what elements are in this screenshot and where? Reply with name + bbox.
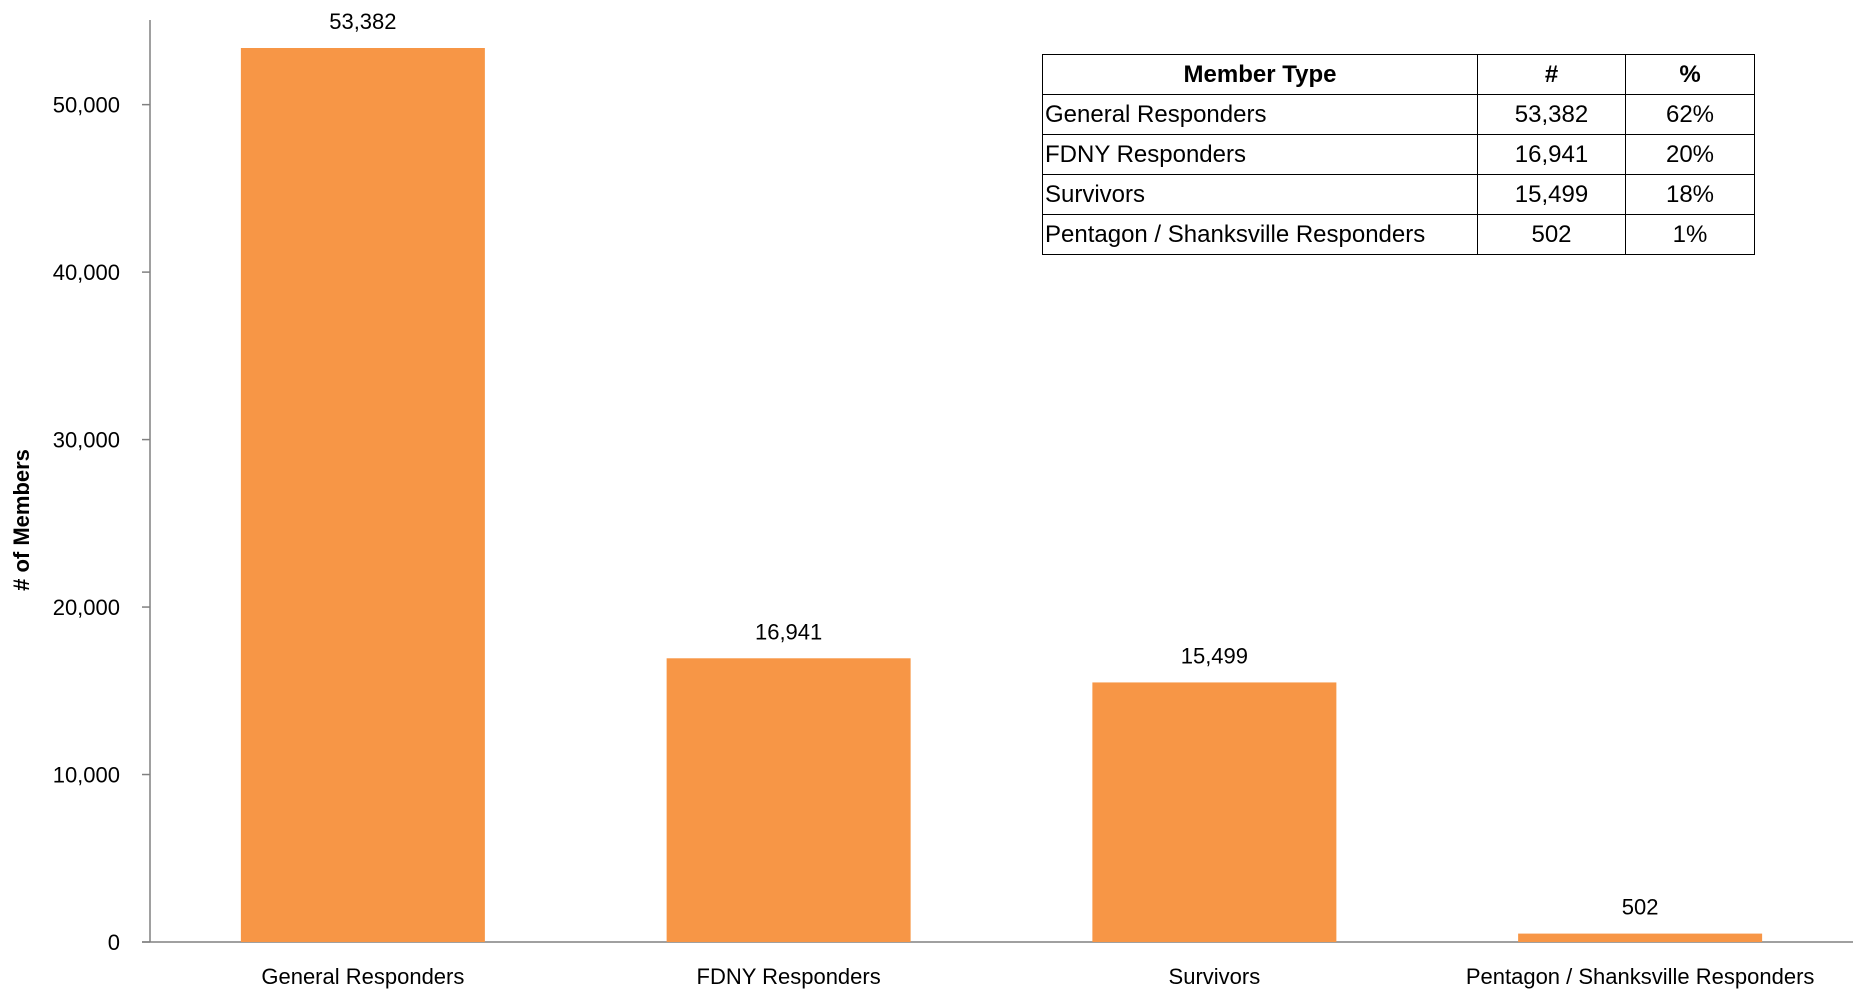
category-label: Pentagon / Shanksville Responders xyxy=(1466,964,1815,989)
y-axis: 0 10,000 20,000 30,000 40,000 50,000 xyxy=(53,20,151,955)
member-type-cell: General Responders xyxy=(1042,94,1478,135)
member-type-cell: FDNY Responders xyxy=(1042,134,1478,175)
bar xyxy=(240,48,485,942)
data-label: 53,382 xyxy=(329,9,396,34)
y-tick-label: 20,000 xyxy=(53,595,120,620)
category-label: General Responders xyxy=(261,964,464,989)
count-cell: 15,499 xyxy=(1477,174,1626,215)
percent-cell: 1% xyxy=(1625,214,1755,255)
percent-cell: 62% xyxy=(1625,94,1755,135)
data-label: 16,941 xyxy=(755,619,822,644)
bar xyxy=(1518,933,1763,942)
category-label: Survivors xyxy=(1169,964,1261,989)
table-row: Pentagon / Shanksville Responders 502 1% xyxy=(1042,214,1755,255)
summary-table: Member Type # % General Responders 53,38… xyxy=(1042,54,1755,255)
data-label: 502 xyxy=(1622,895,1659,920)
y-tick-label: 40,000 xyxy=(53,260,120,285)
table-row: General Responders 53,382 62% xyxy=(1042,94,1755,135)
y-tick-label: 30,000 xyxy=(53,428,120,453)
percent-cell: 18% xyxy=(1625,174,1755,215)
count-cell: 53,382 xyxy=(1477,94,1626,135)
count-cell: 16,941 xyxy=(1477,134,1626,175)
count-cell: 502 xyxy=(1477,214,1626,255)
column-header-member-type: Member Type xyxy=(1042,54,1478,95)
bar xyxy=(666,658,911,942)
y-tick-label: 50,000 xyxy=(53,93,120,118)
member-type-cell: Survivors xyxy=(1042,174,1478,215)
category-label: FDNY Responders xyxy=(697,964,881,989)
bar xyxy=(1092,682,1337,942)
percent-cell: 20% xyxy=(1625,134,1755,175)
column-header-count: # xyxy=(1477,54,1626,95)
y-tick-label: 0 xyxy=(108,930,120,955)
category-labels: General Responders FDNY Responders Survivo… xyxy=(261,964,1814,989)
bar-series xyxy=(240,48,1763,942)
data-label: 15,499 xyxy=(1181,643,1248,668)
table-row: Survivors 15,499 18% xyxy=(1042,174,1755,215)
table-row: FDNY Responders 16,941 20% xyxy=(1042,134,1755,175)
member-type-cell: Pentagon / Shanksville Responders xyxy=(1042,214,1478,255)
table-header-row: Member Type # % xyxy=(1042,54,1755,95)
y-tick-label: 10,000 xyxy=(53,763,120,788)
column-header-percent: % xyxy=(1625,54,1755,95)
y-axis-title: # of Members xyxy=(9,449,34,591)
